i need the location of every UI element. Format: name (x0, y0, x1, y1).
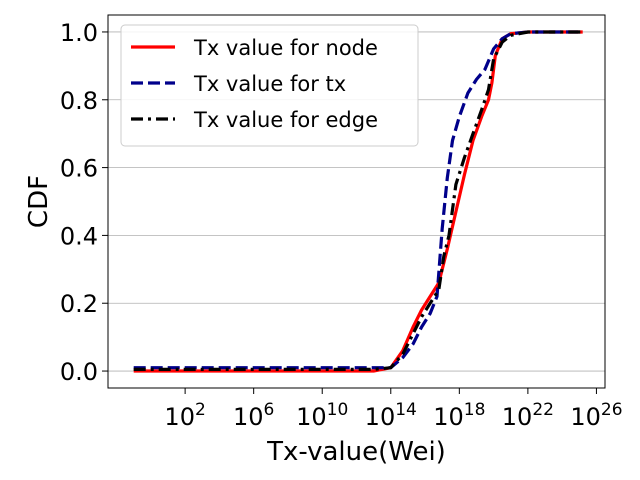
y-tick-label-2: 0.4 (60, 222, 98, 250)
x-tick-label-5: 1022 (502, 400, 554, 431)
legend-label-1: Tx value for tx (193, 72, 346, 96)
legend-label-2: Tx value for edge (193, 108, 378, 132)
y-tick-label-5: 1.0 (60, 19, 98, 47)
x-axis-title: Tx-value(Wei) (266, 437, 446, 467)
plot-frame (107, 14, 606, 389)
axis-ticks: 0.0 0.2 0.4 0.6 0.8 1.0 102 106 1010 1014 1018 1022… (60, 19, 623, 431)
legend: Tx value for node Tx value for tx Tx value… (120, 24, 419, 147)
legend-label-0: Tx value for node (193, 36, 378, 60)
legend-box (120, 24, 419, 147)
y-axis-title: CDF (24, 175, 54, 228)
series-line-2 (133, 30, 583, 371)
y-tick-label-1: 0.2 (60, 290, 98, 318)
x-tick-label-6: 1026 (570, 400, 622, 431)
series-line-1 (133, 30, 583, 370)
y-tick-label-4: 0.8 (60, 87, 98, 115)
y-tick-label-3: 0.6 (60, 155, 98, 183)
x-tick-label-3: 1014 (365, 400, 417, 431)
x-tick-label-0: 102 (164, 400, 205, 431)
series-lines (133, 30, 583, 373)
x-tick-label-4: 1018 (433, 400, 485, 431)
y-tick-label-0: 0.0 (60, 358, 98, 386)
x-tick-label-1: 106 (233, 400, 274, 431)
x-tick-label-2: 1010 (296, 400, 348, 431)
